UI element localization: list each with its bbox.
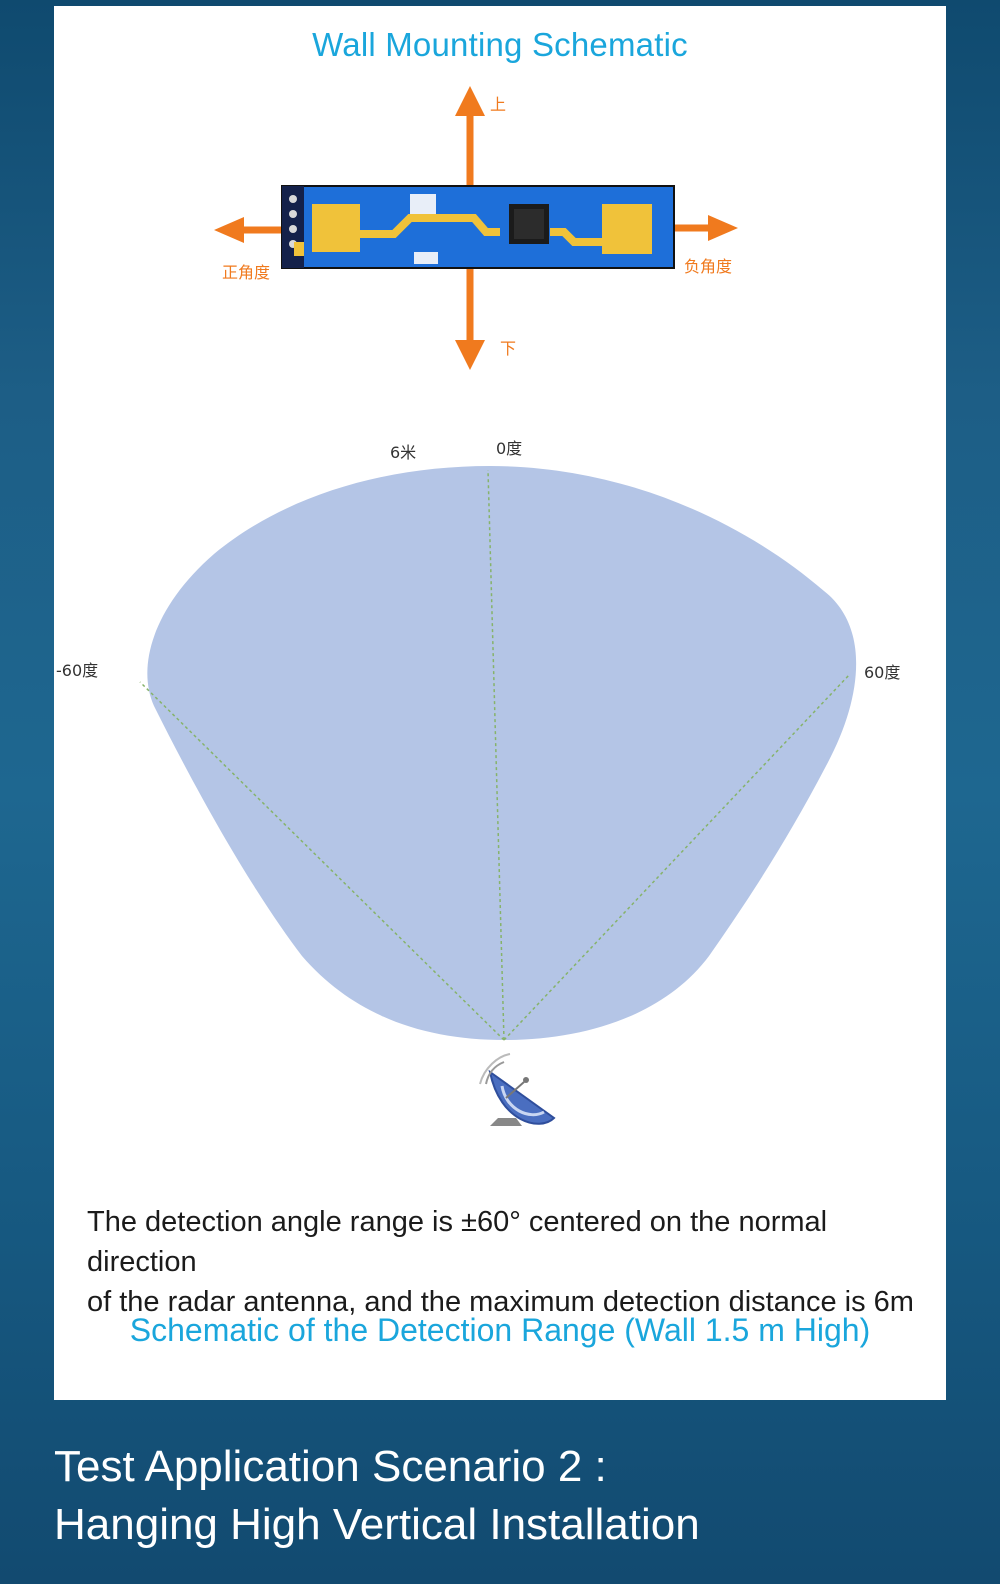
left-arrow-head xyxy=(214,217,244,243)
left-line xyxy=(139,681,505,1041)
right-angle-label: 60度 xyxy=(864,663,900,682)
satellite-dish-icon xyxy=(479,1053,556,1126)
radar-board xyxy=(281,185,675,269)
detection-lines xyxy=(139,469,851,1041)
schematic-title: Wall Mounting Schematic xyxy=(312,26,688,63)
schematic-svg: 上 下 正角度 负角度 6米 0度 -60度 60度 xyxy=(56,86,900,1126)
center-line xyxy=(487,469,505,1041)
left-angle-label: -60度 xyxy=(56,661,98,680)
range-subtitle: Schematic of the Detection Range (Wall 1… xyxy=(129,1312,871,1348)
down-arrow-head xyxy=(455,340,485,370)
scenario-footer: Test Application Scenario 2 : Hanging Hi… xyxy=(54,1438,954,1554)
up-arrow-head xyxy=(455,86,485,116)
footer-line-1: Test Application Scenario 2 : xyxy=(54,1442,607,1491)
detection-area xyxy=(147,466,857,1040)
diagram-card: Wall Mounting Schematic xyxy=(54,6,946,1400)
antenna-pad-left xyxy=(312,204,360,252)
caption-line-1: The detection angle range is ±60° center… xyxy=(87,1206,828,1278)
caption-line-2: of the radar antenna, and the maximum de… xyxy=(87,1286,914,1318)
right-arrow-head xyxy=(708,215,738,241)
label-down: 下 xyxy=(500,339,516,358)
detection-caption: The detection angle range is ±60° center… xyxy=(87,1202,917,1322)
distance-label: 6米 xyxy=(390,443,416,462)
antenna-pad-right xyxy=(602,204,652,254)
label-up: 上 xyxy=(490,95,506,114)
footer-line-2: Hanging High Vertical Installation xyxy=(54,1500,700,1549)
label-negative-angle: 负角度 xyxy=(684,257,732,276)
label-positive-angle: 正角度 xyxy=(222,263,270,282)
center-angle-label: 0度 xyxy=(496,439,522,458)
direction-arrows xyxy=(214,86,738,370)
